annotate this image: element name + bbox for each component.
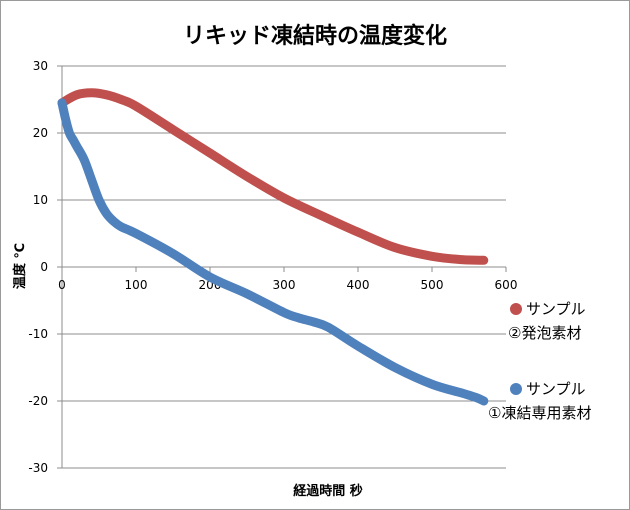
x-tick-label: 500 xyxy=(421,278,444,292)
x-tick-label: 0 xyxy=(58,278,66,292)
legend-label-line2: ①凍結専用素材 xyxy=(488,404,592,422)
series-line-foam xyxy=(57,88,489,265)
y-tick-label: -20 xyxy=(28,394,48,408)
legend-label-line2: ②発泡素材 xyxy=(508,324,582,342)
legend-label-line1: サンプル xyxy=(526,380,586,398)
legend-label-line1: サンプル xyxy=(526,300,586,318)
y-tick-label: 30 xyxy=(33,59,48,73)
axes xyxy=(57,65,507,469)
y-tick-label: -10 xyxy=(28,327,48,341)
x-tick-label: 300 xyxy=(273,278,296,292)
series-lines xyxy=(57,88,489,406)
y-axis-label: 温度 ℃ xyxy=(12,243,28,289)
series-line-freeze xyxy=(57,98,489,406)
x-axis-label: 経過時間 秒 xyxy=(293,483,363,499)
chart-title: リキッド凍結時の温度変化 xyxy=(182,24,447,49)
y-tick-label: -30 xyxy=(28,461,48,475)
x-tick-label: 400 xyxy=(347,278,370,292)
y-tick-label: 20 xyxy=(33,126,48,140)
x-tick-label: 600 xyxy=(495,278,518,292)
legend-marker-red xyxy=(510,303,522,315)
y-tick-label: 10 xyxy=(33,193,48,207)
legend-marker-blue xyxy=(510,383,522,395)
y-tick-label: 0 xyxy=(40,260,48,274)
x-tick-label: 100 xyxy=(125,278,148,292)
